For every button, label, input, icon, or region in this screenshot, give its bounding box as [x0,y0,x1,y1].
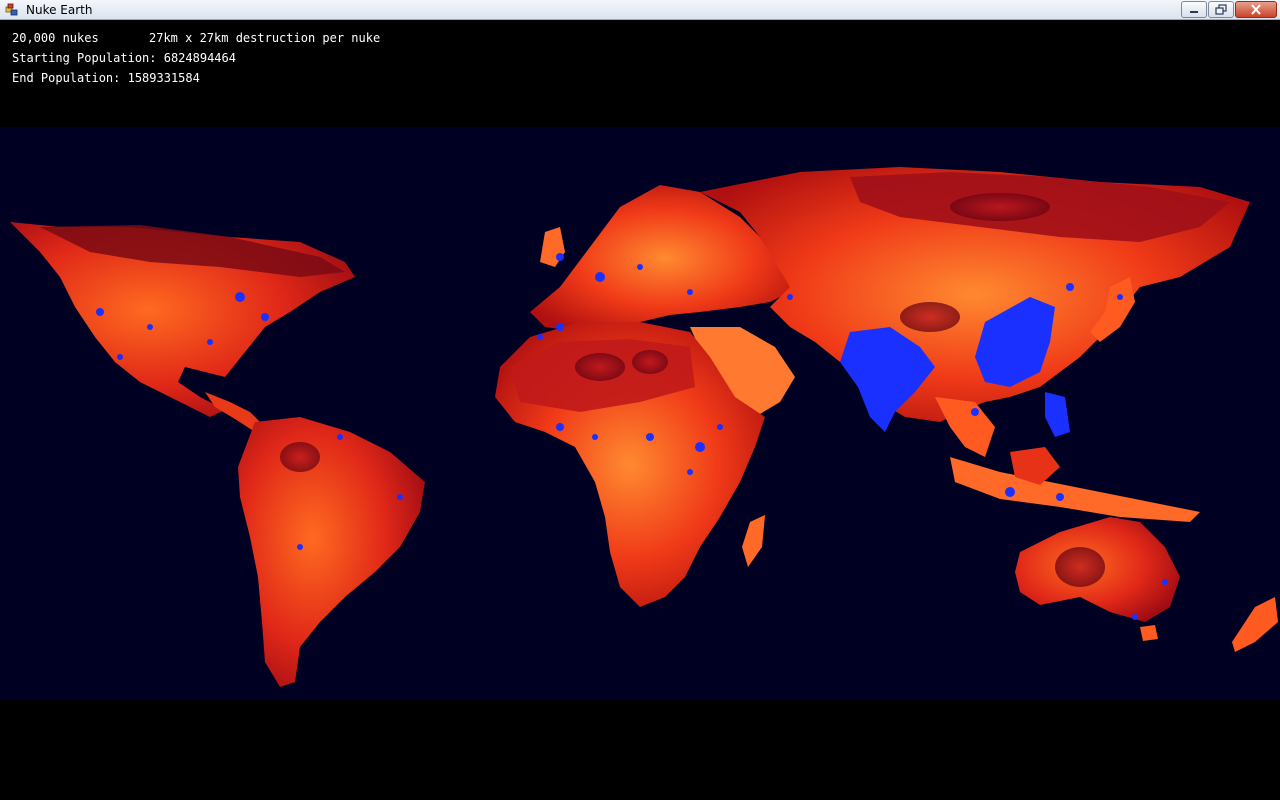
bottom-panel [0,700,1280,800]
starting-population: Starting Population: 6824894464 [12,51,236,65]
landmass-central-america [205,392,265,432]
landmass-british-isles [540,227,565,267]
landmass-tasmania [1140,625,1158,641]
app-icon [5,3,18,16]
region-india-destroyed [840,327,935,432]
minimize-button[interactable] [1181,1,1207,18]
title-bar[interactable]: Nuke Earth [0,0,1280,20]
landmass-borneo [1010,447,1060,485]
window-title: Nuke Earth [26,3,93,17]
landmass-new-zealand [1232,597,1278,652]
landmass-philippines [1045,392,1070,437]
landmass-canada-north [40,225,345,277]
world-map-canvas [10,157,1278,687]
minimize-icon [1190,11,1198,13]
nuke-count: 20,000 nukes [12,31,99,45]
world-map[interactable] [0,127,1280,700]
landmass-japan [1090,277,1135,342]
window-controls [1181,1,1277,18]
landmass-southeast-asia [935,397,995,457]
landmass-indonesia [950,457,1200,522]
landmass-south-america [238,417,425,687]
restore-button[interactable] [1208,1,1234,18]
end-population: End Population: 1589331584 [12,71,200,85]
close-icon [1251,4,1261,15]
stats-panel: 20,000 nukes 27km x 27km destruction per… [0,20,1280,127]
destroyed-zones [96,253,1168,620]
landmass-madagascar [742,515,765,567]
landmass-middle-east [690,327,795,417]
landmass-greenland [340,157,470,237]
landmass-europe [530,185,800,332]
low-density-zones [280,193,1105,587]
restore-icon [1215,4,1227,15]
region-east-china-destroyed [975,297,1055,387]
destruction-size: 27km x 27km destruction per nuke [149,31,381,45]
close-button[interactable] [1235,1,1277,18]
